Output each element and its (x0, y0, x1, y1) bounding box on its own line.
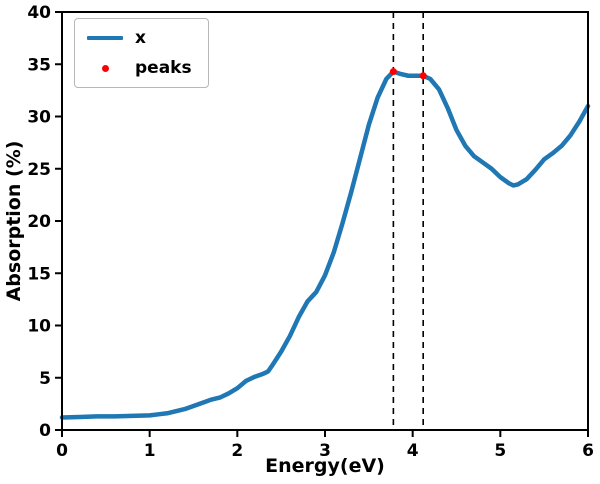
x-tick-label: 3 (319, 441, 331, 461)
x-tick-label: 4 (407, 441, 419, 461)
absorption-curve (59, 69, 591, 420)
y-tick-label: 30 (27, 108, 51, 128)
y-tick-label: 0 (39, 421, 51, 441)
legend-label-peaks: peaks (135, 58, 192, 78)
y-tick-label: 25 (27, 160, 51, 180)
y-tick-label: 5 (39, 369, 51, 389)
peak-marker (389, 68, 397, 76)
y-tick-label: 15 (27, 264, 51, 284)
legend-entry-peaks: peaks (87, 57, 192, 79)
x-tick-label: 5 (494, 441, 506, 461)
legend-line-sample (87, 36, 123, 40)
y-tick-label: 35 (27, 55, 51, 75)
x-tick-label: 1 (144, 441, 156, 461)
y-tick-label: 10 (27, 317, 51, 337)
legend-entry-x: x (87, 27, 192, 49)
x-axis-label: Energy(eV) (265, 455, 385, 477)
legend: x peaks (74, 18, 209, 88)
y-tick-label: 20 (27, 212, 51, 232)
x-tick-label: 0 (56, 441, 68, 461)
x-tick-label: 6 (582, 441, 594, 461)
peak-marker (419, 72, 427, 80)
legend-marker-sample (87, 64, 123, 72)
y-axis-label: Absorption (%) (3, 141, 25, 302)
x-tick-label: 2 (231, 441, 243, 461)
legend-label-x: x (135, 28, 146, 48)
y-tick-label: 40 (27, 3, 51, 23)
